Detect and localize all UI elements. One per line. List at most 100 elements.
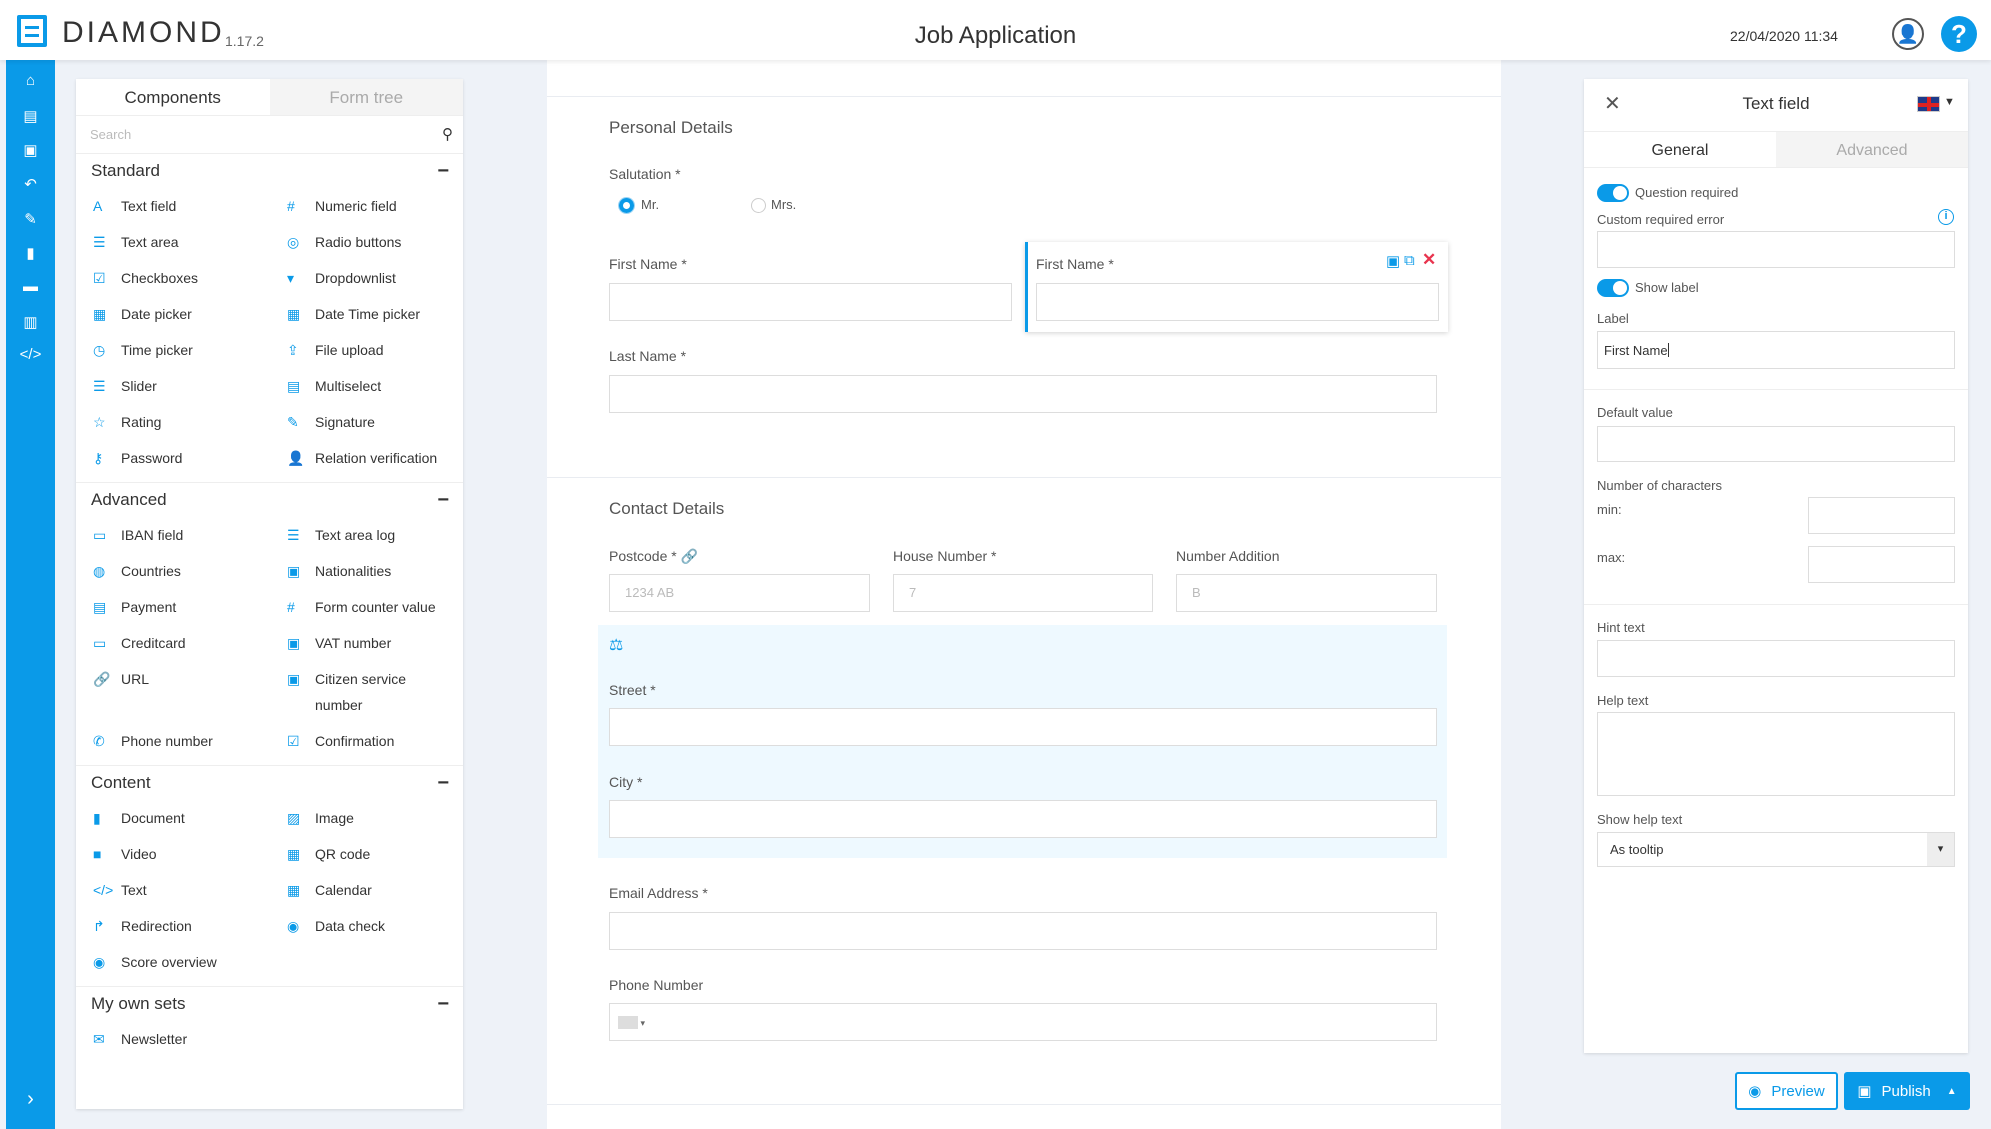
city-input[interactable] bbox=[609, 800, 1437, 838]
id-card-icon[interactable]: ▣ bbox=[23, 142, 38, 159]
code-icon[interactable]: </> bbox=[19, 346, 42, 363]
help-icon[interactable]: ? bbox=[1941, 16, 1977, 52]
component-item[interactable]: ▤ Payment bbox=[76, 589, 270, 625]
label-input[interactable]: First Name bbox=[1597, 331, 1955, 369]
component-item[interactable]: ▮ Document bbox=[76, 800, 270, 836]
component-item[interactable]: ☆ Rating bbox=[76, 404, 270, 440]
section-header[interactable]: My own sets − bbox=[76, 987, 463, 1021]
component-item[interactable]: ☑ Checkboxes bbox=[76, 260, 270, 296]
tab-general[interactable]: General bbox=[1584, 132, 1776, 167]
component-item[interactable]: ◷ Time picker bbox=[76, 332, 270, 368]
delete-icon[interactable]: ✕ bbox=[1422, 250, 1437, 269]
component-item[interactable]: # Numeric field bbox=[270, 188, 464, 224]
max-chars-input[interactable] bbox=[1808, 546, 1955, 583]
tab-components[interactable]: Components bbox=[76, 79, 270, 115]
component-item[interactable]: ■ Video bbox=[76, 836, 270, 872]
component-item[interactable]: ▦ Date picker bbox=[76, 296, 270, 332]
last-name-input[interactable] bbox=[609, 375, 1437, 413]
component-item[interactable]: ▭ IBAN field bbox=[76, 517, 270, 553]
component-item[interactable]: ☰ Slider bbox=[76, 368, 270, 404]
search-icon[interactable]: ⚲ bbox=[442, 126, 453, 143]
brush-icon[interactable]: ✎ bbox=[24, 211, 37, 228]
component-item[interactable]: ▦ Date Time picker bbox=[270, 296, 464, 332]
country-flag-icon[interactable] bbox=[618, 1016, 638, 1030]
home-icon[interactable]: ⌂ bbox=[25, 72, 36, 89]
component-item[interactable]: ▣ Nationalities bbox=[270, 553, 464, 589]
first-name-input[interactable] bbox=[609, 283, 1012, 321]
show-label-toggle[interactable] bbox=[1597, 279, 1629, 297]
component-item[interactable]: ✎ Signature bbox=[270, 404, 464, 440]
file-icon[interactable]: ▮ bbox=[26, 245, 35, 262]
component-item[interactable]: ☰ Text area log bbox=[270, 517, 464, 553]
collapse-icon[interactable]: − bbox=[437, 160, 449, 182]
selected-field-first-name[interactable]: First Name * ▣ ⧉ ✕ bbox=[1025, 242, 1448, 332]
collapse-icon[interactable]: − bbox=[437, 772, 449, 794]
collapse-icon[interactable]: − bbox=[437, 993, 449, 1015]
radio-mr[interactable] bbox=[619, 198, 634, 213]
hint-text-input[interactable] bbox=[1597, 640, 1955, 677]
component-item[interactable]: 🔗 URL bbox=[76, 661, 270, 723]
component-item[interactable]: ▣ Citizen service number bbox=[270, 661, 464, 723]
component-item[interactable]: ✆ Phone number bbox=[76, 723, 270, 759]
building-icon[interactable]: ▥ bbox=[23, 314, 38, 331]
component-item[interactable]: ↱ Redirection bbox=[76, 908, 270, 944]
component-item[interactable]: ⇪ File upload bbox=[270, 332, 464, 368]
save-icon[interactable]: ▣ bbox=[1386, 253, 1401, 270]
custom-error-input[interactable] bbox=[1597, 231, 1955, 268]
component-item[interactable]: </> Text bbox=[76, 872, 270, 908]
house-number-input[interactable]: 7 bbox=[893, 574, 1153, 612]
radio-mrs[interactable] bbox=[751, 198, 766, 213]
component-item[interactable]: ▭ Creditcard bbox=[76, 625, 270, 661]
component-item[interactable]: 👤 Relation verification bbox=[270, 440, 464, 476]
component-item[interactable]: ▨ Image bbox=[270, 800, 464, 836]
expand-chevron-icon[interactable]: › bbox=[27, 1088, 34, 1110]
default-value-input[interactable] bbox=[1597, 426, 1955, 462]
component-item[interactable]: ☰ Text area bbox=[76, 224, 270, 260]
street-input[interactable] bbox=[609, 708, 1437, 746]
publish-button[interactable]: ▣ Publish ▲ bbox=[1844, 1072, 1970, 1110]
postcode-input[interactable]: 1234 AB bbox=[609, 574, 870, 612]
first-name-copy-input[interactable] bbox=[1036, 283, 1439, 321]
component-icon: ▣ bbox=[287, 635, 301, 651]
show-help-text-select[interactable]: As tooltip ▾ bbox=[1597, 832, 1955, 867]
search-input[interactable] bbox=[76, 116, 463, 153]
help-text-textarea[interactable] bbox=[1597, 712, 1955, 796]
component-item[interactable]: ◎ Radio buttons bbox=[270, 224, 464, 260]
collapse-icon[interactable]: − bbox=[437, 489, 449, 511]
component-item[interactable]: ◉ Data check bbox=[270, 908, 464, 944]
component-item[interactable]: ▣ VAT number bbox=[270, 625, 464, 661]
reply-all-icon[interactable]: ↶ bbox=[24, 176, 37, 193]
min-chars-input[interactable] bbox=[1808, 497, 1955, 534]
component-item[interactable]: ◉ Score overview bbox=[76, 944, 270, 980]
section-header[interactable]: Standard − bbox=[76, 154, 463, 188]
tab-form-tree[interactable]: Form tree bbox=[269, 79, 463, 115]
info-icon[interactable]: i bbox=[1938, 209, 1954, 225]
component-item[interactable]: A Text field bbox=[76, 188, 270, 224]
folder-icon[interactable]: ▬ bbox=[23, 278, 38, 295]
component-item[interactable]: ✉ Newsletter bbox=[76, 1021, 270, 1057]
avatar[interactable]: 👤 bbox=[1892, 18, 1924, 50]
component-item[interactable]: ▦ QR code bbox=[270, 836, 464, 872]
component-item[interactable]: # Form counter value bbox=[270, 589, 464, 625]
number-addition-input[interactable]: B bbox=[1176, 574, 1437, 612]
email-input[interactable] bbox=[609, 912, 1437, 950]
close-icon[interactable]: ✕ bbox=[1604, 93, 1621, 115]
list-icon[interactable]: ▤ bbox=[23, 108, 38, 125]
phone-input[interactable]: ▾ bbox=[609, 1003, 1437, 1041]
uk-flag-icon[interactable] bbox=[1917, 96, 1940, 112]
caret-up-icon[interactable]: ▲ bbox=[1946, 1085, 1957, 1097]
component-item[interactable]: ▾ Dropdownlist bbox=[270, 260, 464, 296]
preview-button[interactable]: ◉ Preview bbox=[1735, 1072, 1838, 1110]
tab-advanced[interactable]: Advanced bbox=[1776, 132, 1968, 167]
component-item[interactable]: ▤ Multiselect bbox=[270, 368, 464, 404]
copy-icon[interactable]: ⧉ bbox=[1404, 252, 1415, 269]
component-item[interactable]: ◍ Countries bbox=[76, 553, 270, 589]
component-item[interactable]: ▦ Calendar bbox=[270, 872, 464, 908]
city-label: City * bbox=[609, 774, 643, 790]
question-required-toggle[interactable] bbox=[1597, 184, 1629, 202]
section-header[interactable]: Advanced − bbox=[76, 483, 463, 517]
language-dropdown-icon[interactable]: ▼ bbox=[1944, 96, 1955, 108]
component-item[interactable]: ⚷ Password bbox=[76, 440, 270, 476]
section-header[interactable]: Content − bbox=[76, 766, 463, 800]
component-item[interactable]: ☑ Confirmation bbox=[270, 723, 464, 759]
